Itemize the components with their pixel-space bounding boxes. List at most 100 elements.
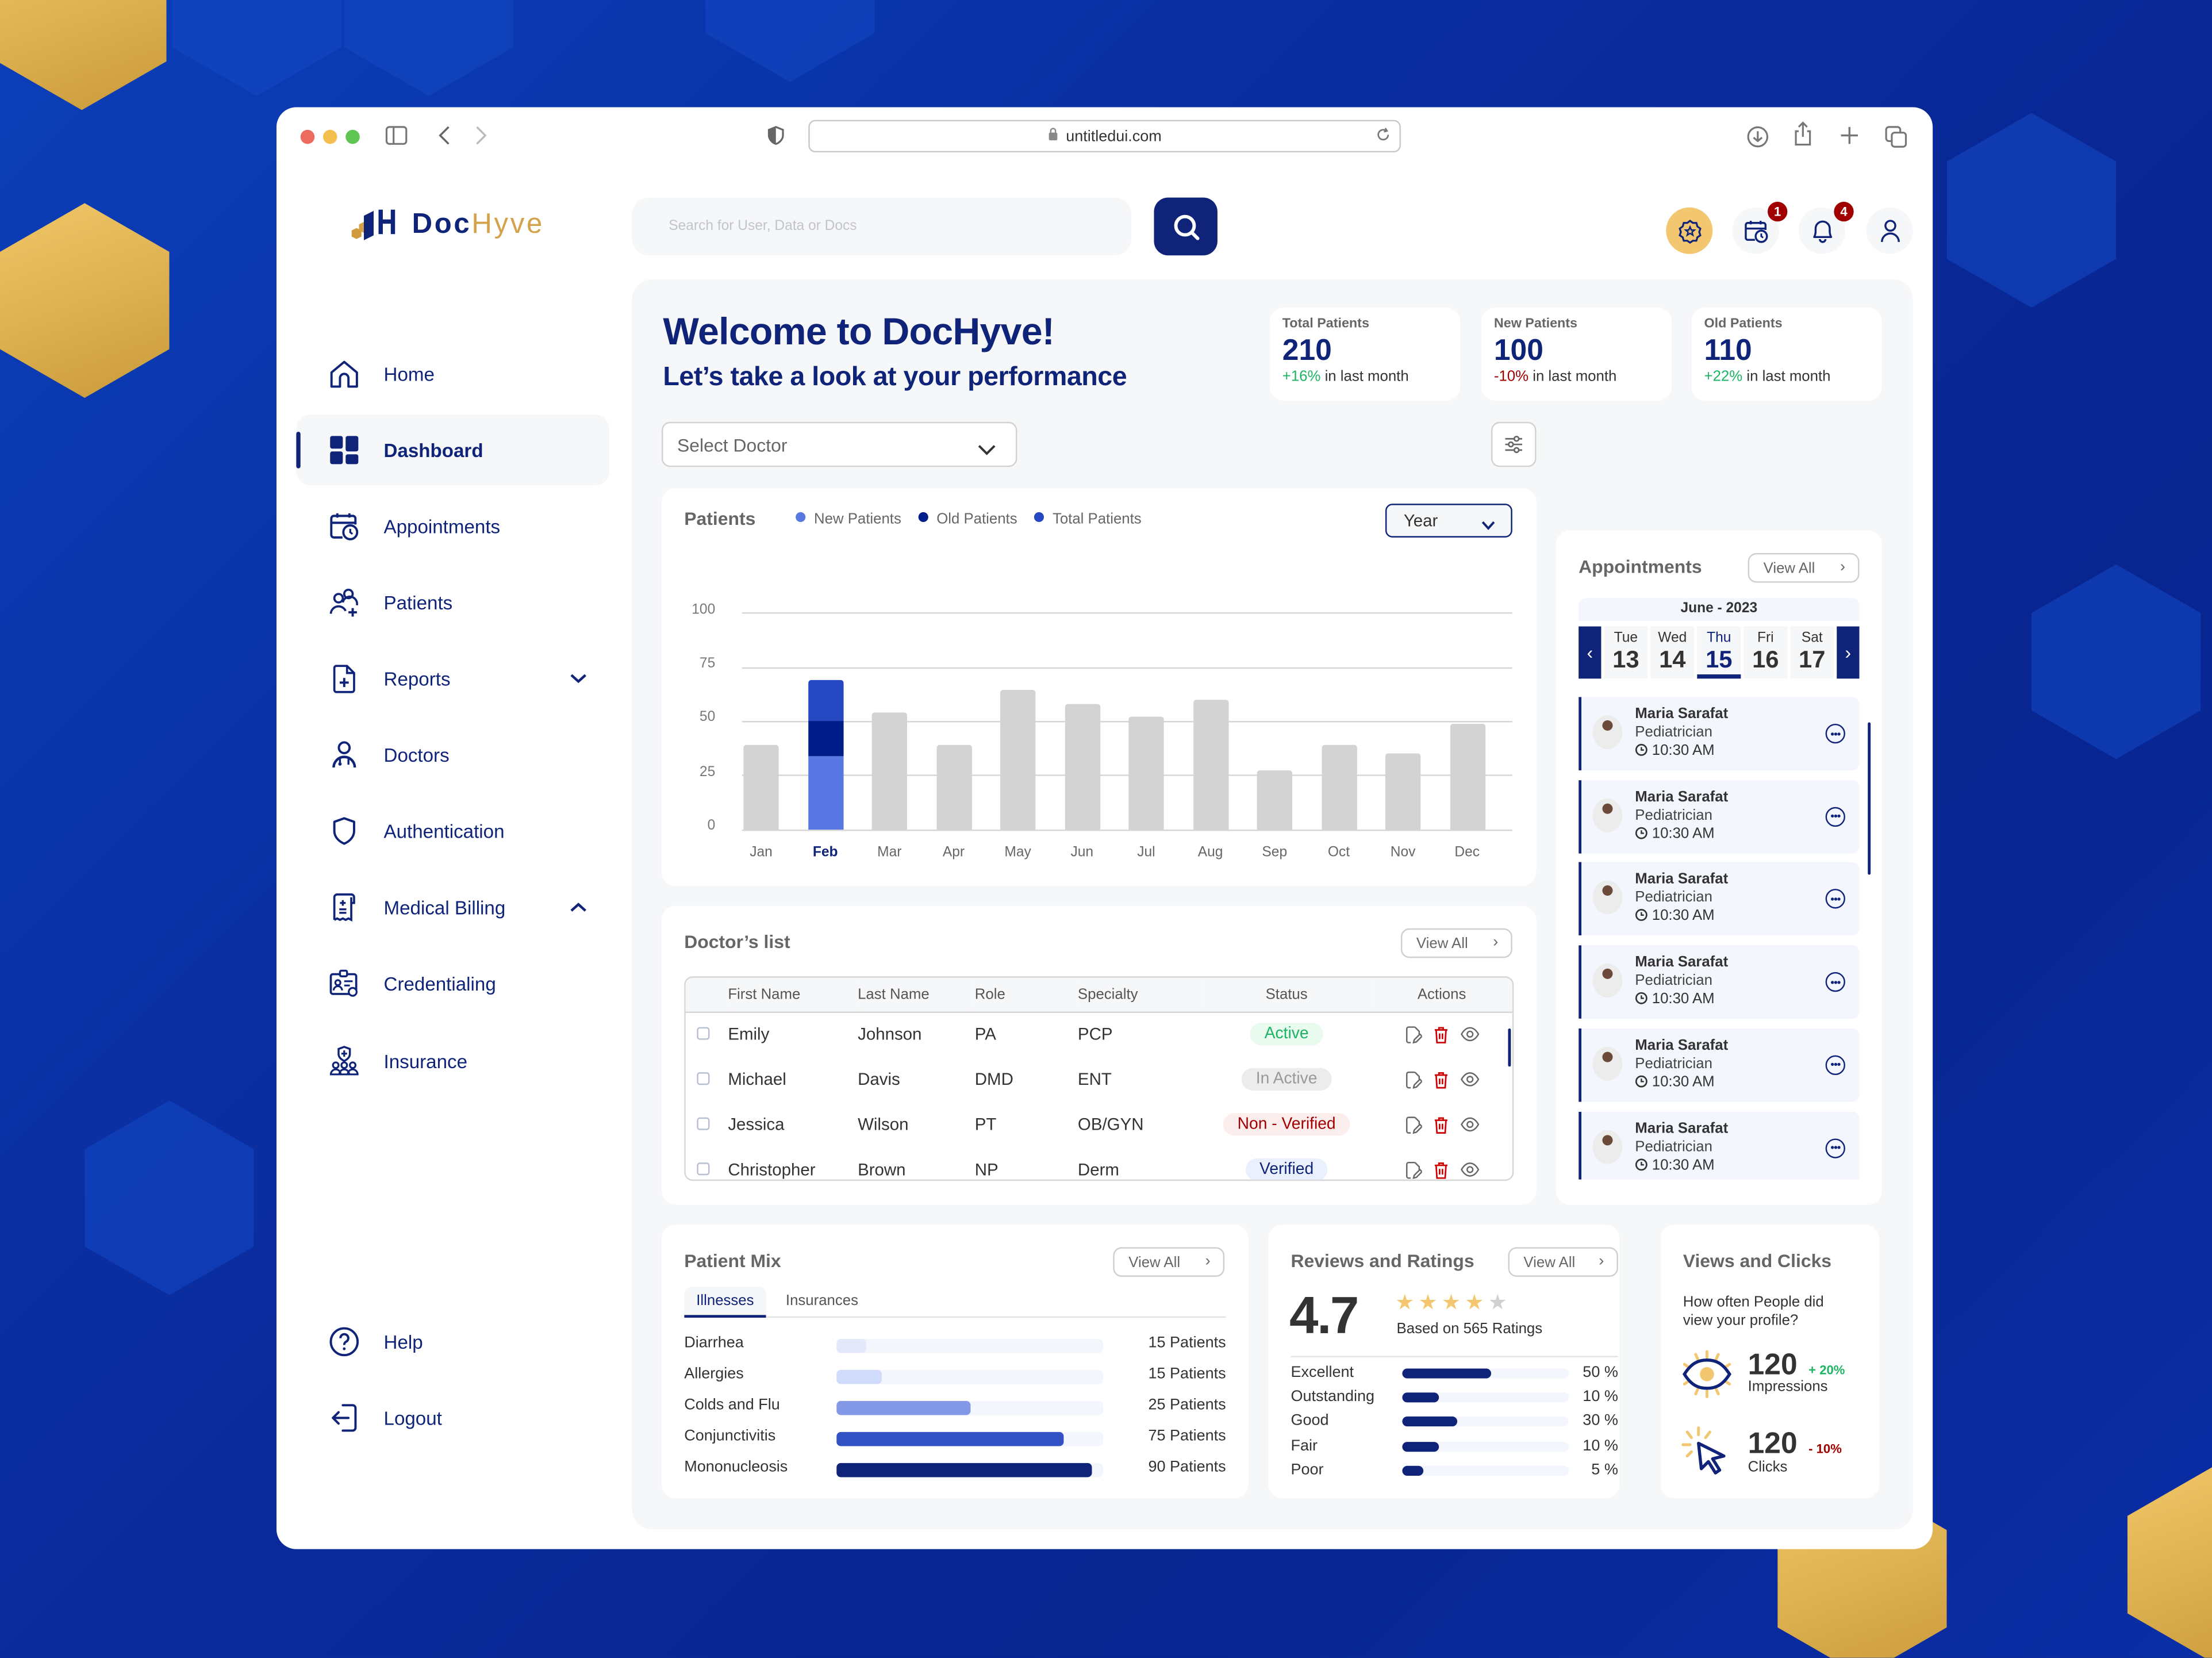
sidebar-item-logout[interactable]: Logout — [296, 1383, 609, 1453]
forward-icon[interactable] — [474, 125, 489, 149]
chart-bar-apr[interactable] — [936, 744, 971, 830]
tab-illnesses[interactable]: Illnesses — [684, 1287, 766, 1318]
chart-bar-feb[interactable] — [807, 680, 843, 830]
sidebar-item-doctors[interactable]: Doctors — [296, 720, 609, 790]
column-header[interactable]: Specialty — [1077, 977, 1202, 1012]
previous-week-button[interactable]: ‹ — [1579, 626, 1602, 679]
profile-button[interactable] — [1866, 207, 1913, 254]
table-row[interactable]: Michael Davis DMD ENT In Active — [686, 1057, 1512, 1102]
column-header[interactable]: First Name — [728, 977, 858, 1012]
period-select[interactable]: Year — [1385, 504, 1512, 538]
calendar-day-thu[interactable]: Thu 15 — [1697, 626, 1741, 679]
appointment-item[interactable]: Maria Sarafat Pediatrician 10:30 AM ••• — [1579, 1111, 1860, 1180]
sidebar-item-insurance[interactable]: Insurance — [296, 1026, 609, 1096]
sidebar-item-reports[interactable]: Reports — [296, 643, 609, 714]
delete-icon[interactable] — [1433, 1115, 1448, 1134]
row-checkbox[interactable] — [697, 1027, 710, 1041]
patient-mix-view-all-button[interactable]: View All › — [1113, 1247, 1225, 1277]
sidebar-item-appointments[interactable]: Appointments — [296, 491, 609, 562]
appointment-item[interactable]: Maria Sarafat Pediatrician 10:30 AM ••• — [1579, 945, 1860, 1019]
sidebar-item-dashboard[interactable]: Dashboard — [296, 414, 610, 486]
more-options-icon[interactable]: ••• — [1825, 972, 1845, 992]
chevron-up-icon[interactable] — [570, 896, 586, 917]
calendar-day-fri[interactable]: Fri 16 — [1744, 626, 1788, 679]
sidebar-item-medical-billing[interactable]: Medical Billing — [296, 872, 609, 943]
table-row[interactable]: Jessica Wilson PT OB/GYN Non - Verified — [686, 1102, 1512, 1147]
chevron-down-icon[interactable] — [570, 667, 586, 689]
tab-insurances[interactable]: Insurances — [785, 1292, 859, 1310]
chart-bar-mar[interactable] — [871, 712, 907, 830]
app-logo[interactable]: Doc Hyve — [344, 206, 544, 243]
chart-bar-jan[interactable] — [743, 744, 779, 830]
edit-icon[interactable] — [1404, 1115, 1422, 1134]
edit-icon[interactable] — [1404, 1026, 1422, 1044]
share-icon[interactable] — [1793, 121, 1812, 151]
chart-bar-may[interactable] — [1000, 690, 1036, 830]
view-icon[interactable] — [1460, 1161, 1479, 1178]
shield-icon[interactable] — [767, 125, 784, 149]
doctors-view-all-button[interactable]: View All › — [1400, 928, 1512, 958]
view-icon[interactable] — [1460, 1116, 1479, 1133]
tabs-overview-icon[interactable] — [1885, 125, 1907, 152]
address-bar[interactable]: untitledui.com — [808, 120, 1401, 153]
search-input[interactable]: Search for User, Data or Docs — [632, 197, 1132, 256]
chart-bar-nov[interactable] — [1385, 753, 1421, 830]
delete-icon[interactable] — [1433, 1070, 1448, 1088]
select-doctor-dropdown[interactable]: Select Doctor — [661, 421, 1017, 467]
sidebar-item-authentication[interactable]: Authentication — [296, 796, 609, 866]
more-options-icon[interactable]: ••• — [1825, 889, 1845, 909]
appointments-scrollbar[interactable] — [1868, 722, 1871, 875]
sidebar-item-credentialing[interactable]: Credentialing — [296, 948, 609, 1019]
column-header[interactable]: Role — [974, 977, 1078, 1012]
chart-bar-sep[interactable] — [1257, 770, 1292, 830]
search-button[interactable] — [1154, 197, 1218, 256]
row-checkbox[interactable] — [697, 1162, 710, 1176]
calendar-day-wed[interactable]: Wed 14 — [1650, 626, 1695, 679]
sidebar-item-patients[interactable]: Patients — [296, 567, 609, 638]
calendar-day-tue[interactable]: Tue 13 — [1604, 626, 1648, 679]
row-checkbox[interactable] — [697, 1117, 710, 1130]
column-header[interactable]: Status — [1201, 977, 1372, 1012]
chart-bar-dec[interactable] — [1449, 723, 1485, 830]
more-options-icon[interactable]: ••• — [1825, 723, 1845, 744]
table-row[interactable]: Christopher Brown NP Derm Verified — [686, 1147, 1512, 1180]
chart-bar-jun[interactable] — [1064, 703, 1100, 830]
edit-icon[interactable] — [1404, 1160, 1422, 1179]
calendar-day-sat[interactable]: Sat 17 — [1790, 626, 1834, 679]
delete-icon[interactable] — [1433, 1026, 1448, 1044]
delete-icon[interactable] — [1433, 1160, 1448, 1179]
premium-badge-button[interactable] — [1666, 207, 1713, 254]
appointment-item[interactable]: Maria Sarafat Pediatrician 10:30 AM ••• — [1579, 697, 1860, 770]
zoom-window-button[interactable] — [345, 129, 360, 144]
minimize-window-button[interactable] — [322, 129, 337, 144]
more-options-icon[interactable]: ••• — [1825, 806, 1845, 827]
close-window-button[interactable] — [300, 129, 315, 144]
appointment-item[interactable]: Maria Sarafat Pediatrician 10:30 AM ••• — [1579, 1028, 1860, 1102]
reviews-view-all-button[interactable]: View All › — [1508, 1247, 1618, 1277]
view-icon[interactable] — [1460, 1071, 1479, 1088]
chart-bar-oct[interactable] — [1321, 744, 1357, 830]
sidebar-item-help[interactable]: Help — [296, 1306, 609, 1377]
appointment-item[interactable]: Maria Sarafat Pediatrician 10:30 AM ••• — [1579, 780, 1860, 853]
view-icon[interactable] — [1460, 1026, 1479, 1043]
back-icon[interactable] — [437, 125, 452, 149]
chart-bar-jul[interactable] — [1128, 716, 1164, 830]
filter-button[interactable] — [1491, 421, 1537, 467]
sidebar-item-home[interactable]: Home — [296, 339, 609, 409]
edit-icon[interactable] — [1404, 1070, 1422, 1088]
table-scrollbar[interactable] — [1508, 1028, 1511, 1067]
chart-bar-aug[interactable] — [1192, 699, 1228, 830]
more-options-icon[interactable]: ••• — [1825, 1138, 1845, 1158]
new-tab-icon[interactable] — [1840, 125, 1859, 149]
appointments-notification-button[interactable]: 1 — [1732, 201, 1788, 254]
table-row[interactable]: Emily Johnson PA PCP Active — [686, 1012, 1512, 1057]
sidebar-toggle-icon[interactable] — [385, 125, 408, 149]
download-icon[interactable] — [1746, 125, 1769, 152]
column-header[interactable]: Last Name — [858, 977, 975, 1012]
next-week-button[interactable]: › — [1837, 626, 1860, 679]
appointment-item[interactable]: Maria Sarafat Pediatrician 10:30 AM ••• — [1579, 862, 1860, 937]
appointments-view-all-button[interactable]: View All › — [1748, 553, 1860, 583]
reload-icon[interactable] — [1376, 127, 1391, 147]
notifications-button[interactable]: 4 — [1798, 201, 1854, 254]
row-checkbox[interactable] — [697, 1072, 710, 1085]
